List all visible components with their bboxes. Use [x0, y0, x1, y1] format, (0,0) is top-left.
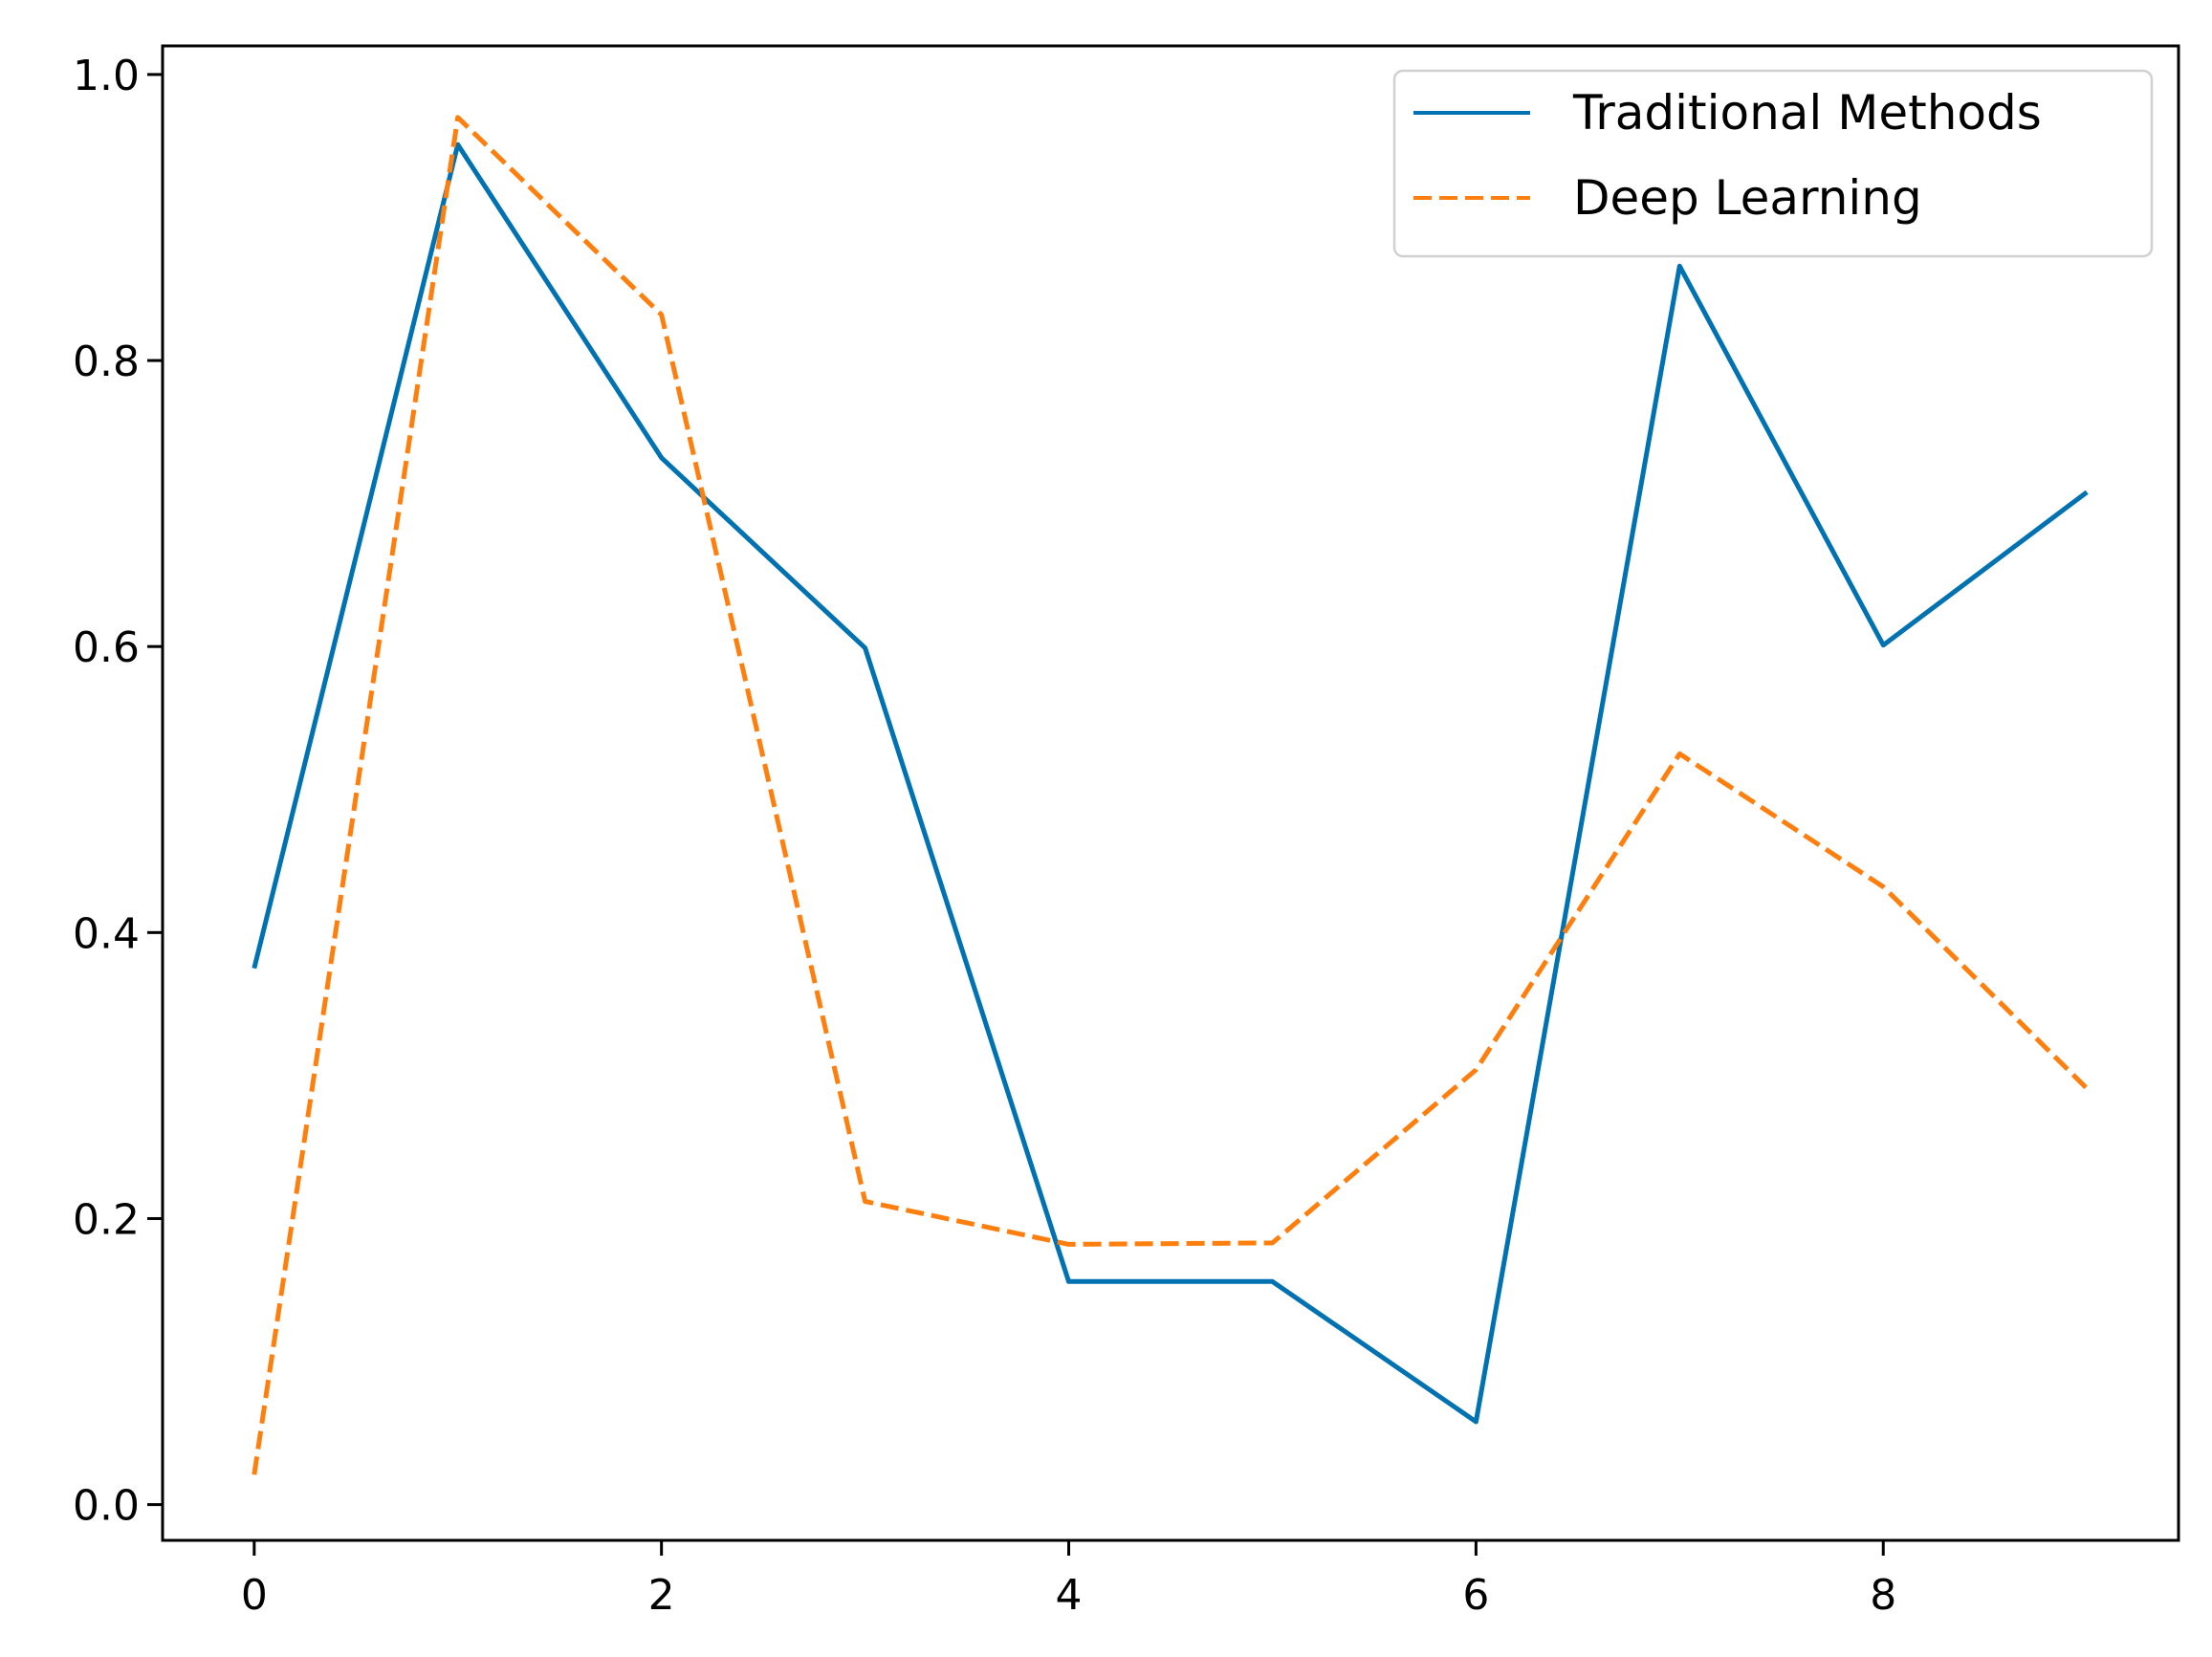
series-line-traditional-methods	[252, 142, 2089, 1425]
x-tick-label: 2	[648, 1571, 675, 1620]
y-tick-label: 0.4	[73, 909, 140, 958]
series-line-deep-learning	[252, 115, 2089, 1475]
legend-label-deep-learning: Deep Learning	[1573, 170, 1922, 226]
y-tick-label: 0.8	[73, 338, 140, 386]
y-tick-label: 0.0	[73, 1482, 140, 1531]
x-axis: 0 2 4 6 8	[241, 1540, 1896, 1620]
x-tick-label: 0	[241, 1571, 268, 1620]
y-tick-label: 0.2	[73, 1195, 140, 1244]
x-tick-label: 8	[1870, 1571, 1896, 1620]
y-tick-label: 1.0	[73, 52, 140, 100]
legend: Traditional Methods Deep Learning	[1392, 69, 2154, 258]
plot-frame	[161, 44, 2180, 1542]
y-tick-label: 0.6	[73, 623, 140, 672]
x-tick-label: 4	[1056, 1571, 1083, 1620]
series-layer	[252, 115, 2089, 1475]
legend-box	[1392, 69, 2154, 258]
y-axis: 0.0 0.2 0.4 0.6 0.8 1.0	[73, 52, 163, 1531]
legend-label-traditional-methods: Traditional Methods	[1572, 85, 2042, 141]
x-tick-label: 6	[1462, 1571, 1489, 1620]
